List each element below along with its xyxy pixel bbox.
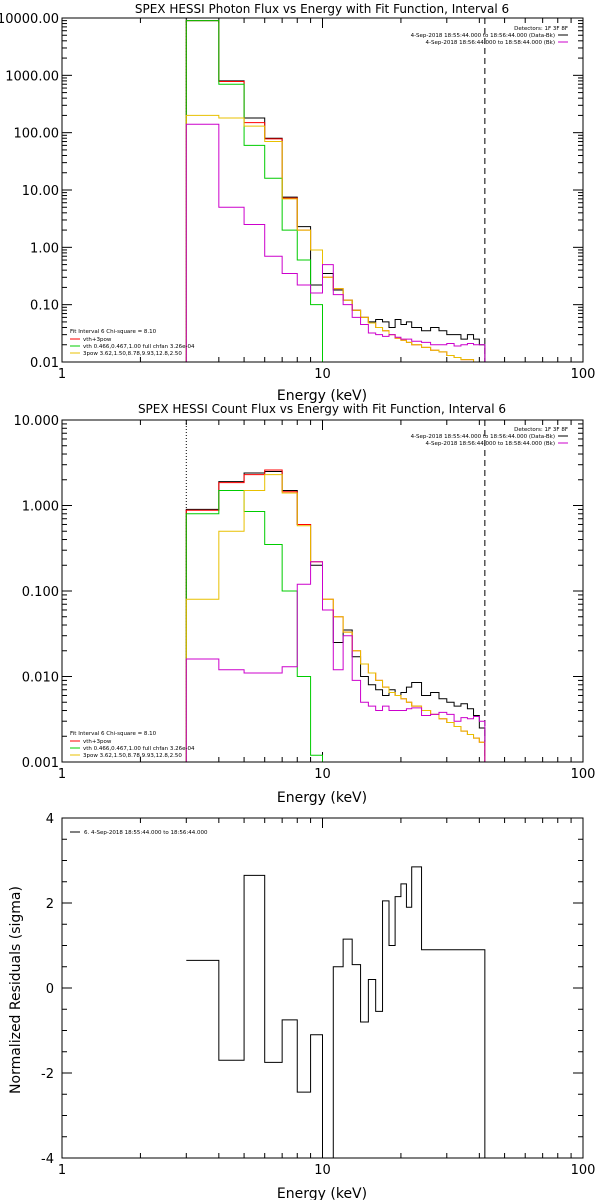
count-legend-detectors: Detectors: 1F 3F 8F — [514, 427, 568, 433]
photon-y-tick-label: 1.00 — [30, 241, 59, 256]
count-chart-title: SPEX HESSI Count Flux vs Energy with Fit… — [138, 402, 506, 416]
residuals-panel: -4 -2 0 2 4 1 10 100 Energy (keV) Normalized R… — [8, 812, 595, 1200]
residuals-x-axis-label: Energy (keV) — [277, 1186, 367, 1200]
photon-legend-fit-info: Fit Interval 6 Chi-square = 8.10 — [70, 329, 157, 335]
count-legend-3pow: 3pow 3.62,1.50,8.78,9.93,12.8,2.50 — [83, 753, 182, 759]
count-y-tick-label: 0.100 — [22, 585, 59, 600]
count-y-tick-label: 10.000 — [14, 414, 60, 429]
residuals-x-tick-label: 100 — [571, 1163, 596, 1178]
count-legend-data-interval: 4-Sep-2018 18:55:44.000 to 18:56:44.000 … — [411, 434, 555, 440]
count-y-tick-label: 1.000 — [22, 500, 59, 515]
photon-y-tick-label: 1000.00 — [5, 69, 59, 84]
photon-y-tick-label: 0.10 — [30, 299, 59, 314]
photon-y-tick-label: 10.00 — [22, 184, 59, 199]
photon-flux-panel: SPEX HESSI Photon Flux vs Energy with Fi… — [0, 2, 595, 404]
count-series-3-line — [185, 474, 486, 762]
photon-legend-bk-interval: 4-Sep-2018 18:56:44.000 to 18:58:44.000 … — [426, 40, 556, 46]
count-series-4-line — [185, 561, 486, 762]
count-y-tick-label: 0.001 — [22, 756, 59, 771]
photon-y-tick-label: 100.00 — [14, 127, 60, 142]
photon-chart-title: SPEX HESSI Photon Flux vs Energy with Fi… — [135, 2, 509, 16]
residuals-y-tick-label: -2 — [41, 1067, 54, 1082]
count-series-2-line — [185, 489, 485, 762]
count-legend-bk-interval: 4-Sep-2018 18:56:44.000 to 18:58:44.000 … — [426, 441, 556, 447]
count-legend-vth3pow: vth+3pow — [83, 739, 112, 745]
count-series-0-line — [185, 470, 486, 762]
count-legend-fit-info: Fit Interval 6 Chi-square = 8.10 — [70, 731, 157, 737]
count-x-tick-label: 1 — [58, 767, 66, 782]
photon-series-2-line — [185, 20, 485, 362]
photon-series-4-line — [185, 123, 486, 362]
residuals-y-tick-label: 4 — [46, 812, 54, 827]
photon-legend-vth: vth 0.466,0.467,1.00 full chfan 3.26e-04 — [83, 344, 195, 350]
count-x-tick-label: 100 — [571, 767, 596, 782]
residuals-x-tick-label: 1 — [58, 1163, 66, 1178]
photon-legend-vth3pow: vth+3pow — [83, 337, 112, 343]
count-legend-vth: vth 0.466,0.467,1.00 full chfan 3.26e-04 — [83, 746, 195, 752]
photon-legend-data-interval: 4-Sep-2018 18:55:44.000 to 18:56:44.000 … — [411, 33, 555, 39]
residuals-x-tick-label: 10 — [314, 1163, 331, 1178]
photon-x-tick-label: 10 — [314, 367, 331, 382]
count-y-tick-label: 0.010 — [22, 671, 59, 686]
count-x-axis-label: Energy (keV) — [277, 790, 367, 806]
photon-plot-frame — [61, 17, 584, 363]
photon-legend-detectors: Detectors: 1F 3F 8F — [514, 26, 568, 32]
residuals-y-tick-label: 2 — [46, 897, 54, 912]
residuals-plot-frame — [61, 817, 584, 1159]
photon-series-0-line — [185, 20, 486, 362]
photon-x-tick-label: 1 — [58, 367, 66, 382]
photon-y-tick-label: 0.01 — [30, 356, 59, 371]
photon-series-3-line — [185, 114, 485, 362]
residuals-y-tick-label: 0 — [46, 982, 54, 997]
count-plot-frame — [61, 419, 584, 763]
photon-y-tick-label: 10000.00 — [0, 12, 59, 27]
photon-legend-3pow: 3pow 3.62,1.50,8.78,9.93,12.8,2.50 — [83, 351, 182, 357]
count-x-tick-label: 10 — [314, 767, 331, 782]
residuals-legend-label: 6. 4-Sep-2018 18:55:44.000 to 18:56:44.0… — [84, 830, 208, 836]
residuals-y-axis-label: Normalized Residuals (sigma) — [8, 886, 24, 1094]
residuals-series-0-line — [186, 866, 486, 1158]
residuals-y-tick-label: -4 — [41, 1152, 54, 1167]
count-flux-panel: SPEX HESSI Count Flux vs Energy with Fit… — [14, 402, 596, 806]
photon-x-tick-label: 100 — [571, 367, 596, 382]
photon-x-axis-label: Energy (keV) — [277, 388, 367, 404]
